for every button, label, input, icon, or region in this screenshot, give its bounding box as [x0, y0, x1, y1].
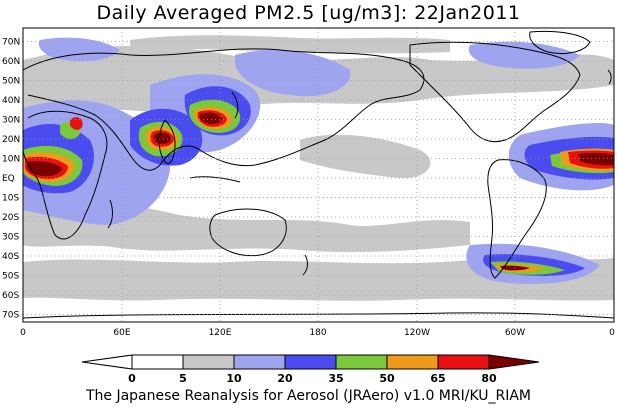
lon-label: 60W [505, 328, 525, 338]
colorbar-label: 80 [481, 372, 497, 385]
lat-label: 20S [2, 213, 19, 223]
africa-outline [22, 110, 108, 240]
chart-title: Daily Averaged PM2.5 [ug/m3]: 22Jan2011 [96, 2, 521, 24]
lat-label: 40N [2, 96, 20, 106]
lat-label: 20N [2, 135, 20, 145]
footer-credit: The Japanese Reanalysis for Aerosol (JRA… [85, 388, 532, 404]
pm25-level-80-plus [27, 112, 614, 271]
antarctica-outline [22, 312, 615, 319]
colorbar-swatch-65-80 [437, 354, 490, 370]
lon-label: 0 [20, 328, 26, 338]
longitude-labels: 0 60E 120E 180 120W 60W 0 [20, 328, 615, 338]
colorbar-label: 0 [128, 372, 136, 385]
uk-outline [607, 69, 612, 85]
colorbar-label: 20 [277, 372, 293, 385]
lat-label: 10N [2, 155, 20, 165]
colorbar-swatch-below-0 [81, 354, 133, 370]
map-frame [22, 27, 615, 323]
lon-label: 0 [609, 328, 615, 338]
lat-label: 10S [2, 194, 19, 204]
indonesia-outline [189, 176, 241, 183]
new-zealand-outline [302, 254, 308, 276]
colorbar-swatch-10-20 [233, 354, 286, 370]
lat-label: 70N [2, 38, 20, 48]
eurasia-outline [22, 48, 425, 171]
colorbar-label: 50 [379, 372, 395, 385]
madagascar-outline [107, 199, 113, 229]
colorbar [81, 354, 540, 370]
continent-outlines [22, 30, 615, 319]
colorbar-swatch-5-10 [182, 354, 235, 370]
lat-label: 60N [2, 57, 20, 67]
lon-label: 120E [209, 328, 232, 338]
north-america-outline [409, 41, 581, 143]
japan-outline [231, 91, 239, 119]
colorbar-swatch-above-80 [488, 354, 540, 370]
lon-label: 180 [309, 328, 326, 338]
colorbar-swatch-20-35 [284, 354, 337, 370]
colorbar-swatch-50-65 [386, 354, 439, 370]
lat-label: 50S [2, 272, 19, 282]
greenland-outline [529, 30, 591, 55]
lat-label: 50N [2, 77, 20, 87]
lon-label: 60E [113, 328, 130, 338]
colorbar-label: 35 [328, 372, 343, 385]
lat-label: 70S [2, 311, 19, 321]
latitude-labels: 70N 60N 50N 40N 30N 20N 10N EQ 10S 20S 3… [2, 38, 20, 321]
india-outline [158, 119, 176, 165]
lon-label: 120W [404, 328, 430, 338]
colorbar-swatch-35-50 [335, 354, 388, 370]
colorbar-label: 10 [226, 372, 242, 385]
lat-label: 30S [2, 233, 19, 243]
lat-label: 60S [2, 291, 19, 301]
map-gridlines [23, 28, 614, 322]
lat-label: 30N [2, 116, 20, 126]
colorbar-label: 65 [430, 372, 445, 385]
colorbar-labels: 0 5 10 20 35 50 65 80 [128, 372, 497, 385]
colorbar-swatch-0-5 [131, 354, 184, 370]
map-plot-area [22, 27, 615, 323]
australia-outline [209, 208, 287, 257]
lat-label: EQ [2, 174, 15, 184]
lat-label: 40S [2, 252, 19, 262]
colorbar-label: 5 [179, 372, 187, 385]
south-america-outline [487, 159, 547, 279]
